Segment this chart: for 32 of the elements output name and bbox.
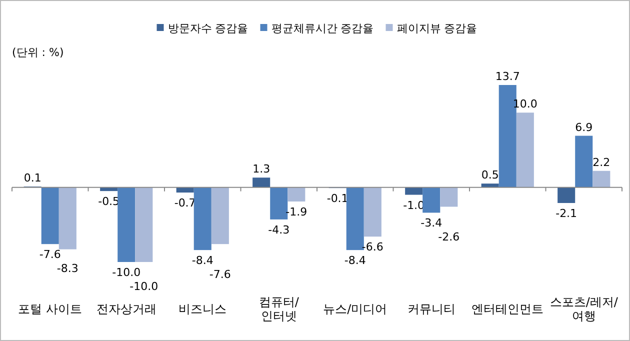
data-label: -8.4 (344, 254, 366, 268)
data-label: -10.0 (112, 266, 141, 279)
data-label: -0.5 (98, 195, 120, 208)
data-label: -4.3 (268, 223, 290, 236)
data-label: 1.3 (252, 162, 270, 176)
x-tick-label: 비즈니스 (178, 302, 227, 316)
x-tick-label: 커뮤니티 (407, 302, 456, 316)
data-label: -2.6 (438, 230, 460, 244)
data-label: -7.6 (209, 268, 231, 282)
data-label: 6.9 (575, 120, 593, 134)
data-label: 2.2 (592, 156, 610, 169)
legend-label: 평균체류시간 증감율 (271, 22, 374, 35)
data-label: -8.4 (192, 254, 214, 268)
data-label: 0.1 (24, 172, 42, 185)
x-tick-label: 엔터테인먼트 (472, 302, 544, 316)
data-label: 0.5 (481, 168, 499, 182)
data-label: -0.7 (174, 196, 196, 210)
data-label: 13.7 (495, 70, 520, 83)
x-tick-label: 전자상거래 (96, 302, 156, 316)
data-label: -3.4 (420, 216, 442, 230)
x-tick-label: 포털 사이트 (18, 302, 82, 316)
x-tick-label: 뉴스/미디어 (323, 302, 388, 316)
data-label: -0.1 (326, 192, 348, 206)
data-label: -2.1 (556, 207, 578, 220)
x-tick-label: 컴퓨터/인터넷 (258, 294, 300, 324)
data-label: -8.3 (56, 262, 78, 276)
text: (단위 : %) (12, 46, 64, 59)
legend-label: 페이지뷰 증감율 (396, 22, 478, 35)
data-label: -10.0 (130, 280, 158, 293)
legend-label: 방문자수 증감율 (168, 22, 248, 35)
x-tick-label: 스포츠/레저/여행 (550, 294, 619, 324)
data-label: -7.6 (39, 248, 61, 262)
